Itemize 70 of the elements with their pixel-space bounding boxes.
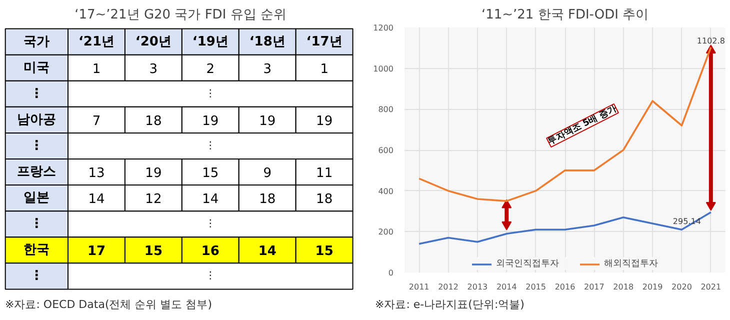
data-label: 7 — [92, 114, 101, 129]
x-tick-label: 2016 — [554, 282, 576, 292]
x-tick-label: 2014 — [496, 282, 517, 292]
data-label: 18 — [316, 192, 333, 208]
y-tick-label: 800 — [378, 105, 394, 114]
y-tick-label: 400 — [378, 186, 394, 196]
data-label: 11 — [316, 166, 333, 182]
data-label: 14 — [258, 244, 276, 260]
y-tick-label: 미국 — [24, 60, 50, 76]
y-tick-label: 한국 — [24, 242, 50, 258]
y-tick-label: ⋮ — [30, 268, 44, 284]
data-label: 18 — [259, 192, 276, 208]
data-label: 1 — [92, 62, 101, 77]
text: ※자료: OECD Data(전체 순위 별도 첨부) — [5, 297, 212, 313]
x-tick-label: ‘17년 — [306, 34, 342, 50]
y-axis-title: 국가 — [24, 34, 50, 50]
y-tick-label: 남아공 — [17, 112, 56, 128]
legend-label: 외국인직접투자 — [496, 258, 559, 270]
x-tick-label: 2012 — [438, 282, 458, 292]
annotation: ⋮ — [205, 88, 216, 100]
data-label: 3 — [263, 62, 272, 77]
x-tick-label: ‘20년 — [135, 34, 172, 50]
annotation: 1102.8 — [696, 36, 725, 46]
data-label: 12 — [145, 192, 162, 208]
data-label: 19 — [259, 114, 276, 129]
annotation: ⋮ — [205, 218, 216, 230]
x-tick-label: 2011 — [408, 282, 430, 292]
x-tick-label: 2017 — [584, 282, 604, 292]
text: ※자료: e-나라지표(단위:억불) — [375, 297, 524, 313]
y-tick-label: ⋮ — [30, 138, 44, 154]
y-tick-label: 프랑스 — [17, 164, 56, 180]
y-tick-label: 200 — [378, 228, 394, 237]
chart-title: ‘11~’21 한국 FDI-ODI 추이 — [481, 8, 649, 22]
x-tick-label: ‘18년 — [249, 34, 286, 50]
y-tick-label: 1000 — [373, 64, 394, 74]
data-label: 15 — [202, 166, 219, 182]
y-tick-label: 일본 — [24, 190, 50, 206]
data-label: 18 — [145, 114, 162, 129]
x-tick-label: 2015 — [526, 282, 546, 292]
legend-label: 해외직접투자 — [604, 258, 658, 270]
data-label: 17 — [87, 244, 106, 260]
data-label: 19 — [145, 166, 162, 182]
data-label: 14 — [88, 192, 105, 208]
y-tick-label: ⋮ — [30, 86, 44, 102]
x-tick-label: 2013 — [467, 282, 488, 292]
data-label: 2 — [206, 62, 215, 77]
data-label: 15 — [315, 244, 334, 260]
y-tick-label: 600 — [378, 146, 394, 155]
x-tick-label: ‘19년 — [192, 34, 228, 50]
line-series — [418, 211, 712, 245]
data-label: 19 — [202, 114, 219, 129]
data-label: 3 — [149, 62, 158, 77]
data-label: 19 — [316, 114, 333, 129]
y-tick-label: 0 — [388, 268, 394, 278]
x-tick-label: 2020 — [672, 282, 692, 292]
data-label: 13 — [88, 166, 105, 182]
data-label: 14 — [202, 192, 219, 208]
data-label: 1 — [320, 62, 328, 77]
x-tick-label: 2021 — [700, 282, 722, 292]
x-tick-label: 2019 — [642, 282, 663, 292]
chart-title: ‘17~’21년 G20 국가 FDI 유입 순위 — [74, 8, 286, 22]
data-label: 15 — [144, 244, 162, 260]
annotation: ⋮ — [205, 270, 216, 282]
y-tick-label: 1200 — [373, 24, 394, 32]
y-tick-label: ⋮ — [30, 216, 44, 232]
x-tick-label: 2018 — [613, 282, 634, 292]
data-label: 9 — [263, 166, 272, 182]
data-label: 16 — [201, 244, 220, 260]
annotation: ⋮ — [205, 140, 216, 152]
x-tick-label: ‘21년 — [78, 34, 114, 50]
